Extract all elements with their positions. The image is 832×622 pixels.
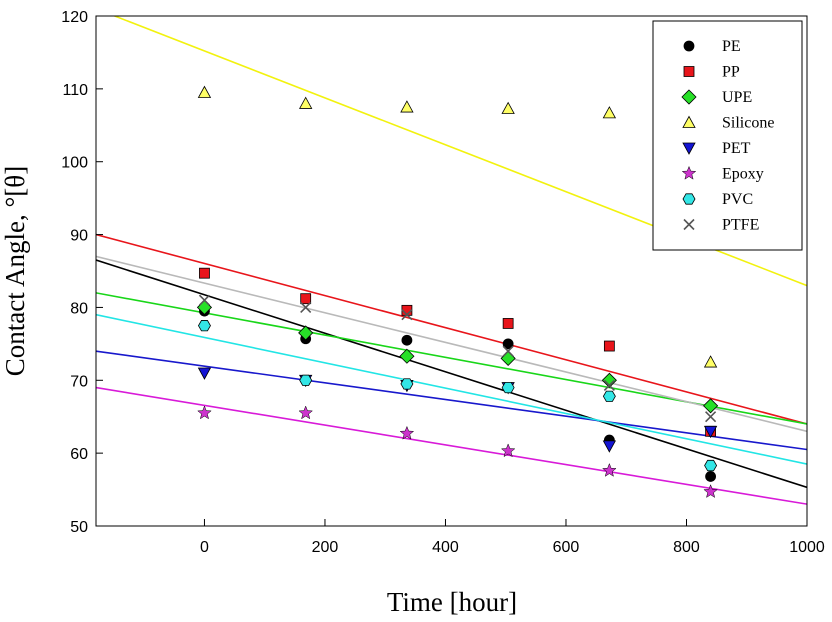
y-axis-title: Contact Angle, °[θ] <box>0 166 30 376</box>
ptfe-point-stroke-b <box>502 345 514 357</box>
epoxy-point <box>399 425 415 440</box>
x-tick-label: 600 <box>553 539 580 556</box>
ptfe-fit-line <box>96 255 807 433</box>
legend-marker-pp <box>683 66 695 77</box>
fit-lines <box>96 16 807 505</box>
upe-point <box>601 372 617 388</box>
ptfe-point-stroke-b <box>705 411 717 423</box>
ptfe-point-stroke-b <box>300 301 312 313</box>
silicone-point <box>602 106 617 119</box>
upe-point <box>399 348 415 364</box>
x-tick-label: 400 <box>432 539 459 556</box>
epoxy-point <box>500 443 516 458</box>
legend-marker-epoxy <box>681 165 697 180</box>
ptfe-point <box>198 294 211 306</box>
y-tick-label: 100 <box>61 155 88 172</box>
ptfe-point-stroke-b <box>401 309 413 321</box>
legend-marker-pe <box>683 40 695 52</box>
legend-marker-ptfe-stroke-b <box>683 218 695 231</box>
y-tick-label: 110 <box>62 82 88 99</box>
legend-label-ptfe: PTFE <box>722 217 759 234</box>
pp-fit-line <box>96 233 807 425</box>
legend-label-silicone: Silicone <box>722 115 774 132</box>
legend-marker-pvc <box>682 193 696 205</box>
x-axis: 0 200 400 600 800 1000 <box>200 519 825 556</box>
ptfe-point <box>502 345 514 357</box>
legend-label-epoxy: Epoxy <box>722 166 764 183</box>
legend-box <box>652 20 803 251</box>
upe-point <box>298 325 314 341</box>
legend: PE PP UPE Silicone PET Epoxy PVC PTFE <box>652 20 803 251</box>
pe-point <box>401 334 413 346</box>
ptfe-point <box>300 301 312 313</box>
epoxy-point <box>298 405 313 420</box>
pp-point <box>300 293 312 305</box>
upe-point <box>500 350 516 366</box>
ptfe-point <box>705 411 717 423</box>
silicone-point <box>501 101 515 114</box>
y-tick-label: 70 <box>70 373 88 390</box>
pe-fit-line <box>96 259 807 489</box>
legend-marker-pet <box>682 142 696 155</box>
x-tick-label: 1000 <box>789 539 825 556</box>
legend-marker-silicone <box>682 115 696 128</box>
y-tick-label: 60 <box>70 446 88 463</box>
pvc-point <box>501 381 515 394</box>
ptfe-point-stroke-b <box>603 379 615 391</box>
silicone-point <box>400 100 414 113</box>
pvc-point <box>704 459 718 472</box>
pvc-point <box>299 374 313 386</box>
pet-point <box>602 440 617 453</box>
pvc-point <box>197 320 211 332</box>
pvc-point <box>400 378 414 390</box>
ptfe-point-stroke-b <box>198 294 211 306</box>
legend-marker-upe <box>681 89 697 105</box>
epoxy-point <box>197 405 212 420</box>
upe-point <box>703 398 719 414</box>
legend-label-pe: PE <box>722 38 741 55</box>
y-tick-label: 80 <box>70 300 88 317</box>
x-tick-label: 200 <box>312 539 339 556</box>
pe-point <box>502 338 514 350</box>
silicone-point <box>703 355 718 368</box>
x-tick-label: 0 <box>200 539 209 556</box>
x-tick-label: 800 <box>673 539 700 556</box>
y-axis: 50 60 70 80 90 100 110 120 <box>61 9 103 536</box>
legend-label-pp: PP <box>722 64 740 81</box>
epoxy-point <box>602 462 617 477</box>
y-tick-label: 50 <box>70 519 88 536</box>
pp-point <box>199 267 210 279</box>
ptfe-point <box>401 309 413 321</box>
y-tick-label: 120 <box>61 9 88 26</box>
y-tick-label: 90 <box>70 228 88 245</box>
pp-point <box>502 318 514 329</box>
pet-point <box>197 367 212 380</box>
pet-point <box>703 425 718 439</box>
silicone-point <box>197 85 212 98</box>
silicone-point <box>299 96 313 109</box>
epoxy-point <box>703 484 718 498</box>
pvc-point <box>602 390 616 402</box>
data-markers <box>196 85 719 498</box>
legend-marker-ptfe <box>683 218 695 231</box>
epoxy-fit-line <box>96 386 807 505</box>
pp-point <box>603 340 615 352</box>
plot-frame <box>95 15 808 527</box>
legend-label-upe: UPE <box>722 89 752 106</box>
pvc-fit-line <box>96 313 807 465</box>
pet-fit-line <box>96 350 807 451</box>
legend-label-pvc: PVC <box>722 191 753 208</box>
ptfe-point <box>603 379 615 391</box>
x-axis-title: Time [hour] <box>387 587 517 617</box>
pe-point <box>705 471 716 482</box>
legend-label-pet: PET <box>722 140 751 157</box>
